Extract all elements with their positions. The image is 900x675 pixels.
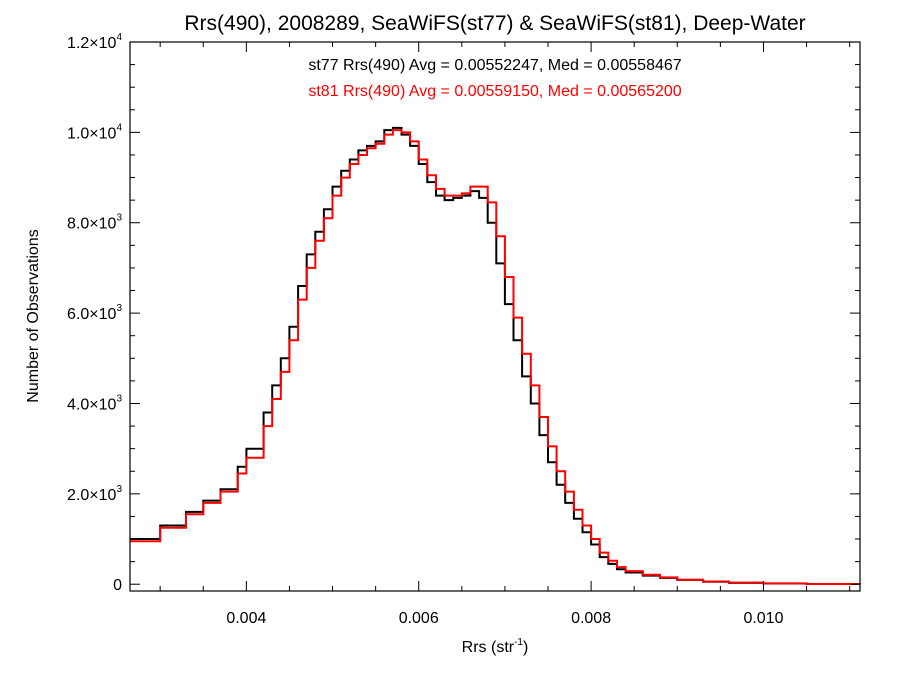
series-layer <box>130 126 861 585</box>
x-tick-label-3: 0.010 <box>743 610 783 627</box>
y-tick-label-4: 8.0×103 <box>67 213 122 233</box>
x-axis-label-main: Rrs (str <box>462 639 515 656</box>
x-tick-label-0: 0.004 <box>226 610 266 627</box>
x-axis-label-superscript: -1 <box>514 637 523 648</box>
x-tick-label-2: 0.008 <box>571 610 611 627</box>
tick-layer: 0.004 0.006 0.008 0.010 0 2.0×103 4.0×103 6.0×1… <box>67 32 860 627</box>
y-tick-label-5: 1.0×104 <box>67 122 122 142</box>
annotation-st81: st81 Rrs(490) Avg = 0.00559150, Med = 0.… <box>308 83 681 100</box>
y-tick-label-0: 0 <box>113 577 122 594</box>
y-tick-label-6: 1.2×104 <box>67 32 122 52</box>
x-axis-label-end: ) <box>523 639 528 656</box>
plot-frame <box>129 41 861 592</box>
y-tick-label-3: 6.0×103 <box>67 303 122 323</box>
y-axis-label: Number of Observations <box>25 229 42 402</box>
y-tick-label-1: 2.0×103 <box>67 484 122 504</box>
series-line-st81 <box>130 129 861 585</box>
y-tick-label-2: 4.0×103 <box>67 393 122 413</box>
annotation-st77: st77 Rrs(490) Avg = 0.00552247, Med = 0.… <box>308 57 681 74</box>
chart-title: Rrs(490), 2008289, SeaWiFS(st77) & SeaWi… <box>184 12 805 35</box>
x-axis-label: Rrs (str-1) <box>462 637 529 656</box>
x-tick-label-1: 0.006 <box>399 610 439 627</box>
